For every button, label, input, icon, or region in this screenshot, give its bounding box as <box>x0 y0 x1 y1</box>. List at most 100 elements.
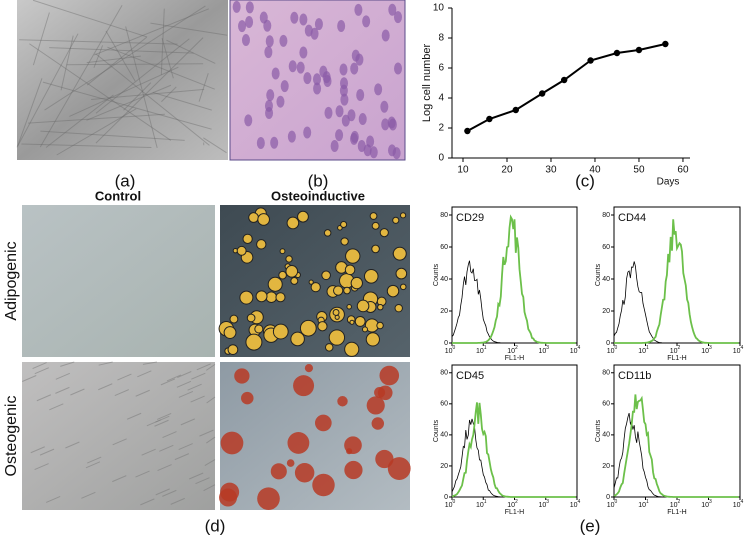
lipid-droplet <box>297 210 309 223</box>
tick-exponent: 2 <box>515 345 518 351</box>
data-point <box>464 127 471 135</box>
histogram-curve <box>614 219 739 344</box>
cell-texture <box>159 444 174 452</box>
lipid-droplet <box>371 221 380 230</box>
panel-label: (d) <box>205 516 226 535</box>
lipid-droplet <box>346 304 352 310</box>
cell-texture <box>56 108 137 156</box>
nucleus <box>347 109 356 122</box>
cell-texture <box>125 26 158 149</box>
data-line <box>466 43 666 132</box>
y-tick-label: 20 <box>440 463 448 470</box>
tick-base: 10 <box>607 502 615 509</box>
nucleus <box>381 29 390 42</box>
lipid-droplet <box>229 314 239 324</box>
cell-texture <box>161 86 177 103</box>
mineral-deposit <box>257 487 280 510</box>
nucleus <box>241 34 250 47</box>
data-point <box>560 76 568 84</box>
cell-texture <box>70 388 85 396</box>
cell-texture <box>34 367 50 375</box>
tick-base: 10 <box>507 348 515 355</box>
cell-texture <box>177 371 192 378</box>
panel-label: (c) <box>575 171 595 190</box>
cell-texture <box>55 386 70 394</box>
tick-base: 10 <box>570 348 578 355</box>
tick-base: 10 <box>638 502 646 509</box>
cell-texture <box>32 362 47 370</box>
lipid-droplet <box>317 321 328 332</box>
cell-texture <box>39 4 123 148</box>
cell-texture <box>176 380 192 388</box>
y-tick-label: 10 <box>433 3 445 14</box>
nucleus <box>369 146 378 159</box>
nucleus <box>387 116 396 129</box>
cell-texture <box>66 63 204 66</box>
lipid-droplet <box>267 276 283 292</box>
histogram-frame <box>451 364 578 498</box>
cell-texture <box>86 55 141 64</box>
data-point <box>512 106 519 114</box>
cell-texture <box>30 446 45 454</box>
cell-texture <box>85 461 101 469</box>
lipid-droplet <box>324 343 334 352</box>
lipid-droplet <box>392 246 407 261</box>
tick-base: 10 <box>670 502 678 509</box>
nucleus <box>339 84 348 97</box>
nucleus <box>358 113 367 126</box>
histogram-curve <box>452 214 576 344</box>
y-tick-label: 8 <box>438 33 444 44</box>
nucleus <box>388 144 397 157</box>
lipid-droplet <box>246 313 256 323</box>
lipid-droplet <box>377 303 384 311</box>
tick-base: 10 <box>607 348 615 355</box>
nucleus <box>335 129 344 142</box>
lipid-droplet <box>386 284 400 298</box>
histogram-frame <box>613 364 741 498</box>
nucleus <box>339 63 348 76</box>
cell-texture <box>112 438 127 446</box>
histogram-curve <box>451 402 576 498</box>
cell-texture <box>32 12 50 66</box>
lipid-droplet <box>321 270 331 281</box>
micrograph-adipo-control <box>22 205 215 357</box>
lipid-droplet <box>365 332 380 347</box>
mineral-deposit <box>366 396 385 415</box>
nucleus <box>394 62 403 75</box>
x-axis-label: Days <box>657 177 680 188</box>
lipid-droplet <box>399 212 407 219</box>
x-tick-label: 104 <box>733 499 744 509</box>
cell-texture <box>135 470 150 478</box>
cell-texture <box>105 30 136 82</box>
lipid-droplet <box>344 264 356 276</box>
nucleus <box>279 34 288 47</box>
nucleus <box>335 105 344 118</box>
nucleus <box>319 65 328 78</box>
mineral-deposit <box>337 396 348 407</box>
nucleus <box>280 80 289 93</box>
lipid-droplet <box>257 213 270 226</box>
lipid-droplet <box>308 279 314 285</box>
y-axis-label: Counts <box>433 419 440 442</box>
tick-exponent: 4 <box>578 345 581 351</box>
cell-texture <box>17 78 43 147</box>
cell-texture <box>98 383 113 391</box>
lipid-droplet <box>392 216 400 224</box>
nucleus <box>393 11 402 24</box>
x-tick-label: 40 <box>589 165 601 176</box>
x-tick-label: 104 <box>570 499 581 509</box>
tick-base: 10 <box>701 348 709 355</box>
micrograph-a <box>17 0 228 160</box>
mineral-deposit <box>293 375 315 397</box>
lipid-droplet <box>279 248 286 255</box>
mineral-deposit <box>294 463 315 483</box>
tick-exponent: 2 <box>678 345 681 351</box>
tick-exponent: 4 <box>741 499 744 505</box>
nucleus <box>340 93 349 106</box>
cell-texture <box>36 394 52 402</box>
cell-texture <box>55 372 71 380</box>
mineral-deposit <box>371 417 385 430</box>
x-tick-label: 30 <box>545 165 557 176</box>
nucleus <box>380 100 389 113</box>
